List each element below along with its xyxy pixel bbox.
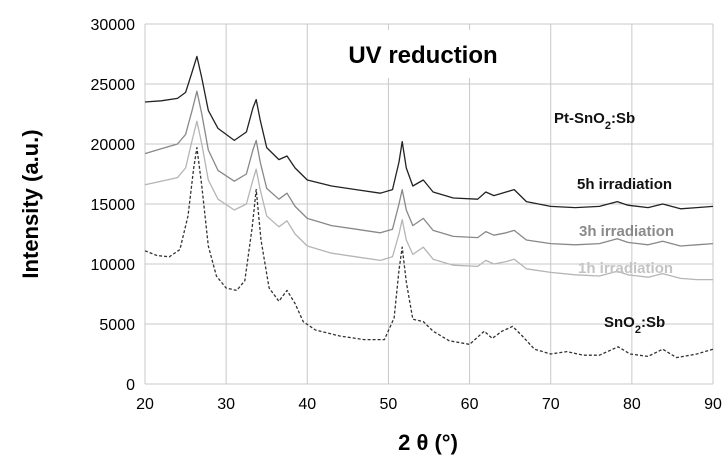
x-tick-label: 30 — [217, 396, 235, 413]
series-label-3: SnO2:Sb — [604, 314, 665, 336]
x-axis-ticks: 20 30 40 50 60 70 80 90 — [136, 396, 722, 413]
series-label-1: 5h irradiation — [577, 176, 672, 193]
y-tick-label: 30000 — [91, 17, 136, 34]
series-label-part: 2 — [605, 120, 611, 132]
grid — [144, 23, 714, 385]
x-tick-label: 90 — [704, 396, 722, 413]
y-axis-title: Intensity (a.u.) — [18, 129, 43, 278]
y-tick-label: 10000 — [91, 257, 136, 274]
series-label-part: Pt-SnO — [554, 110, 605, 127]
series-line-1 — [144, 90, 714, 247]
series-lines — [144, 55, 714, 359]
chart-title: UV reduction — [348, 42, 497, 69]
x-tick-label: 80 — [623, 396, 641, 413]
x-tick-label: 70 — [542, 396, 560, 413]
x-tick-label: 50 — [380, 396, 398, 413]
series-label-0: Pt-SnO2:Sb — [554, 110, 635, 132]
series-line-2 — [144, 120, 713, 281]
y-tick-label: 5000 — [99, 317, 135, 334]
x-tick-label: 20 — [136, 396, 154, 413]
series-label-1h: 1h irradiation — [578, 260, 673, 277]
series-line-3 — [144, 146, 714, 359]
y-axis-ticks: 0 5000 10000 15000 20000 25000 30000 — [91, 17, 136, 394]
series-label-part: :Sb — [611, 110, 635, 127]
chart-title-box — [318, 30, 528, 78]
y-tick-label: 0 — [126, 377, 135, 394]
y-tick-label: 25000 — [91, 77, 136, 94]
y-tick-label: 20000 — [91, 137, 136, 154]
series-label-part: :Sb — [641, 314, 665, 331]
x-tick-label: 60 — [461, 396, 479, 413]
y-tick-label: 15000 — [91, 197, 136, 214]
x-tick-label: 40 — [298, 396, 316, 413]
series-label-part: 3h irradiation — [579, 223, 674, 240]
x-axis-title: 2 θ (°) — [398, 430, 458, 455]
series-label-2: 3h irradiation — [579, 223, 674, 240]
series-label-part: 5h irradiation — [577, 176, 672, 193]
series-label-part: SnO — [604, 314, 635, 331]
series-line-0 — [144, 55, 714, 210]
series-label-part: 2 — [635, 324, 641, 336]
